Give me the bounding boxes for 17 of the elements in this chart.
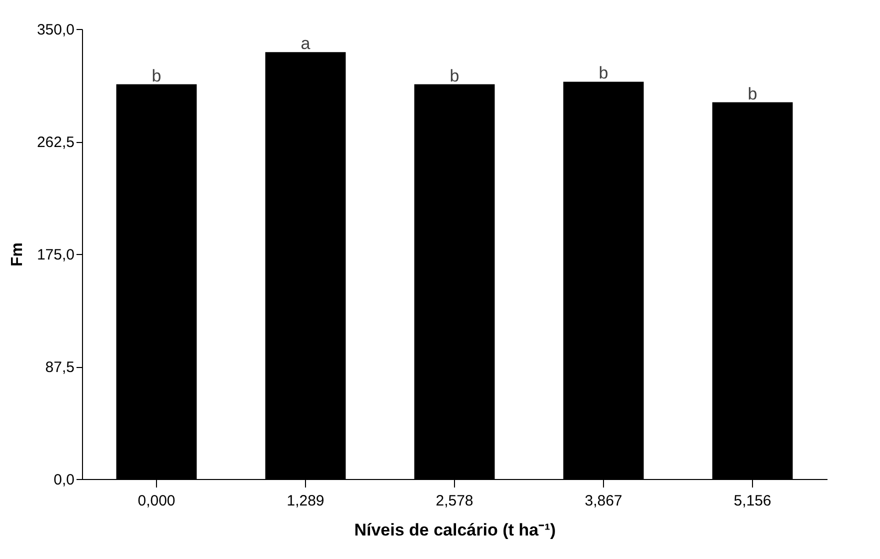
y-tick-label: 87,5 [45,359,74,376]
annotation: b [152,66,162,86]
x-tick-label: 2,578 [436,492,474,510]
x-axis-title: Níveis de calcário (t ha⁻¹) [354,520,556,540]
annotation: b [748,84,758,104]
annotation: a [300,34,311,54]
annotation: b [598,64,608,83]
annotation: b [450,66,460,86]
y-tick-label: 175,0 [36,246,74,264]
y-axis-title: Fm [8,242,26,266]
y-tick-label: 350,0 [36,22,74,38]
y-tick-label: 262,5 [36,134,74,151]
y-tick-label: 0,0 [54,472,74,488]
x-tick-label: 5,156 [734,492,772,510]
x-tick-label: 3,867 [584,492,622,510]
x-tick-label: 1,289 [286,492,324,510]
x-tick-label: 0,000 [138,492,176,510]
